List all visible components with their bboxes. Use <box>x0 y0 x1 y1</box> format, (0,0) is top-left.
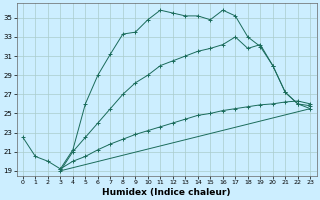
X-axis label: Humidex (Indice chaleur): Humidex (Indice chaleur) <box>102 188 231 197</box>
